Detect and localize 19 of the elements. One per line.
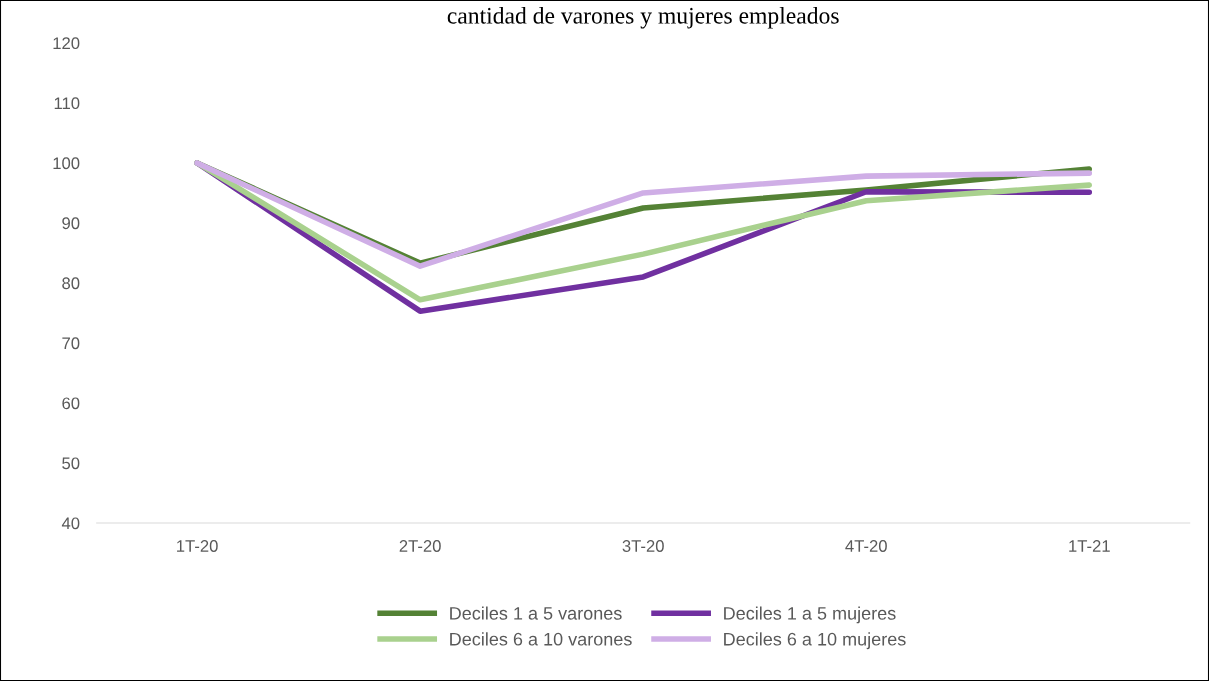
- y-tick-label: 60: [62, 397, 80, 410]
- y-tick-label: 90: [62, 217, 80, 230]
- y-tick-label: 50: [62, 457, 80, 470]
- y-tick-label: 100: [53, 157, 80, 170]
- legend-label: Deciles 1 a 5 mujeres: [724, 606, 896, 624]
- legend-label: Deciles 6 a 10 mujeres: [724, 632, 906, 650]
- y-tick-label: 120: [53, 37, 80, 50]
- y-tick-label: 40: [61, 517, 80, 530]
- legend-label: Deciles 6 a 10 varones: [450, 632, 632, 646]
- chart-title: cantidad de varones y mujeres empleados: [447, 7, 839, 29]
- x-tick-label: 1T-21: [1069, 540, 1110, 552]
- y-tick-label: 80: [62, 277, 80, 290]
- x-tick-label: 4T-20: [845, 540, 887, 552]
- x-tick-label: 2T-20: [399, 540, 441, 552]
- y-tick-label: 70: [62, 337, 80, 350]
- x-tick-label: 3T-20: [622, 540, 664, 552]
- x-tick-label: 1T-20: [177, 540, 218, 552]
- legend-label: Deciles 1 a 5 varones: [450, 606, 622, 620]
- y-tick-label: 110: [54, 97, 80, 110]
